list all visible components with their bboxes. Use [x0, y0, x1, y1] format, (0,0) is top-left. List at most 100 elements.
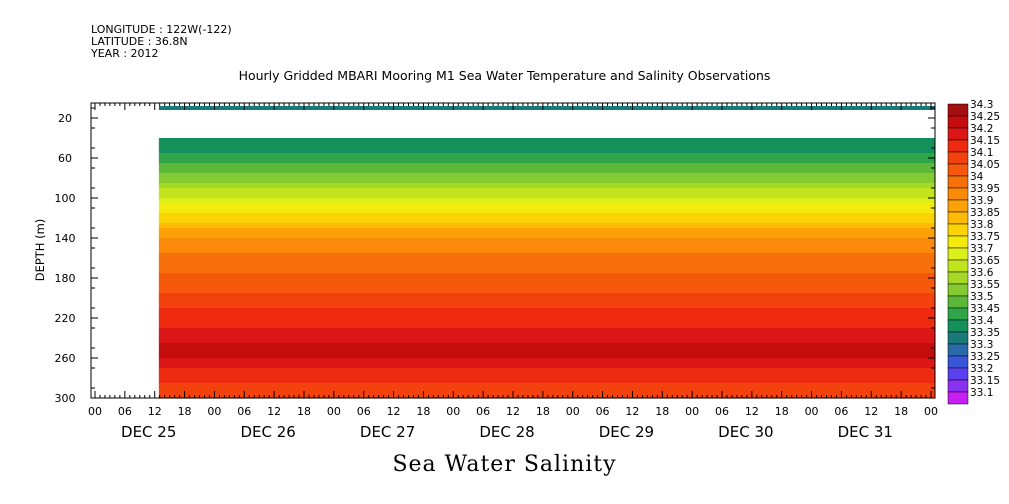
colorbar-label: 33.85: [970, 207, 1000, 219]
x-tick-label: 12: [864, 405, 878, 418]
x-tick-label: 12: [625, 405, 639, 418]
chart-title: Hourly Gridded MBARI Mooring M1 Sea Wate…: [238, 68, 771, 83]
salinity-band: [158, 138, 935, 144]
colorbar-swatch: [947, 151, 969, 165]
colorbar-swatch: [947, 355, 969, 369]
x-tick-label: 00: [685, 405, 699, 418]
salinity-band: [158, 278, 935, 284]
salinity-band: [158, 263, 935, 269]
colorbar-label: 33.95: [970, 183, 1000, 195]
salinity-band: [158, 223, 935, 229]
salinity-band: [158, 218, 935, 224]
salinity-band: [158, 243, 935, 249]
colorbar-swatch: [947, 127, 969, 141]
colorbar-label: 34.25: [970, 111, 1000, 123]
y-tick-label: 140: [55, 232, 76, 245]
colorbar-swatch: [947, 235, 969, 249]
colorbar-label: 33.4: [970, 315, 994, 327]
colorbar-label: 34.2: [970, 123, 993, 135]
salinity-band: [158, 158, 935, 164]
latitude-label: LATITUDE : 36.8N: [91, 35, 188, 48]
colorbar-swatch: [947, 103, 969, 117]
colorbar-swatch: [947, 163, 969, 177]
colorbar-label: 33.3: [970, 339, 993, 351]
salinity-band: [158, 213, 935, 219]
x-tick-label: 06: [715, 405, 729, 418]
y-tick-label: 20: [58, 112, 72, 125]
x-tick-label: 18: [297, 405, 311, 418]
colorbar-label: 33.55: [970, 279, 1000, 291]
salinity-band: [158, 338, 935, 344]
colorbar-swatch: [947, 223, 969, 237]
y-tick-label: 180: [55, 272, 76, 285]
salinity-band: [158, 178, 935, 184]
y-tick-label: 60: [58, 152, 72, 165]
salinity-band: [158, 293, 935, 299]
colorbar-swatch: [947, 307, 969, 321]
x-tick-label: 18: [536, 405, 550, 418]
salinity-band: [158, 228, 935, 234]
x-day-label: DEC 25: [121, 423, 176, 441]
colorbar-label: 33.8: [970, 219, 993, 231]
x-tick-label: 18: [775, 405, 789, 418]
colorbar-label: 34: [970, 171, 984, 183]
x-day-label: DEC 28: [479, 423, 534, 441]
salinity-band: [158, 268, 935, 274]
colorbar-swatch: [947, 211, 969, 225]
salinity-band: [158, 283, 935, 289]
salinity-band: [158, 106, 935, 110]
colorbar-label: 33.45: [970, 303, 1000, 315]
colorbar-swatch: [947, 259, 969, 273]
salinity-band: [158, 348, 935, 354]
salinity-band: [158, 323, 935, 329]
x-day-label: DEC 31: [838, 423, 893, 441]
salinity-band: [158, 238, 935, 244]
x-axis-label: Sea Water Salinity: [392, 452, 617, 477]
colorbar-swatch: [947, 367, 969, 381]
x-tick-label: 06: [357, 405, 371, 418]
salinity-band: [158, 363, 935, 369]
salinity-band: [158, 328, 935, 334]
salinity-band: [158, 353, 935, 359]
axes-ticks: 20 60 100 140 180 220 260 300 00 06 12 18 00 06 12 18 00…: [55, 103, 938, 441]
colorbar-swatch: [947, 115, 969, 129]
colorbar-label: 33.9: [970, 195, 993, 207]
salinity-band: [158, 288, 935, 294]
colorbar-label: 33.6: [970, 267, 994, 279]
x-day-label: DEC 26: [240, 423, 295, 441]
colorbar: 34.334.2534.234.1534.134.053433.9533.933…: [947, 99, 1000, 405]
colorbar-label: 33.75: [970, 231, 1000, 243]
x-tick-label: 06: [118, 405, 132, 418]
colorbar-swatch: [947, 271, 969, 285]
salinity-band: [158, 208, 935, 214]
salinity-band: [158, 153, 935, 159]
salinity-band: [158, 308, 935, 314]
salinity-band: [158, 313, 935, 319]
colorbar-swatch: [947, 199, 969, 213]
colorbar-swatch: [947, 187, 969, 201]
salinity-band: [158, 343, 935, 349]
colorbar-label: 33.65: [970, 255, 1000, 267]
x-tick-label: 12: [148, 405, 162, 418]
colorbar-label: 33.35: [970, 327, 1000, 339]
colorbar-swatch: [947, 175, 969, 189]
x-tick-label: 00: [924, 405, 938, 418]
salinity-band: [158, 173, 935, 179]
salinity-band: [158, 373, 935, 379]
colorbar-label: 33.25: [970, 351, 1000, 363]
salinity-band: [158, 198, 935, 204]
salinity-band: [158, 253, 935, 259]
colorbar-label: 33.7: [970, 243, 993, 255]
colorbar-label: 33.1: [970, 387, 993, 399]
salinity-band: [158, 303, 935, 309]
colorbar-swatch: [947, 139, 969, 153]
x-tick-label: 00: [805, 405, 819, 418]
salinity-band: [158, 378, 935, 384]
x-tick-label: 18: [655, 405, 669, 418]
salinity-band: [158, 258, 935, 264]
x-day-label: DEC 30: [718, 423, 773, 441]
colorbar-label: 34.1: [970, 147, 993, 159]
colorbar-label: 33.5: [970, 291, 993, 303]
x-tick-label: 00: [566, 405, 580, 418]
x-day-label: DEC 29: [599, 423, 654, 441]
